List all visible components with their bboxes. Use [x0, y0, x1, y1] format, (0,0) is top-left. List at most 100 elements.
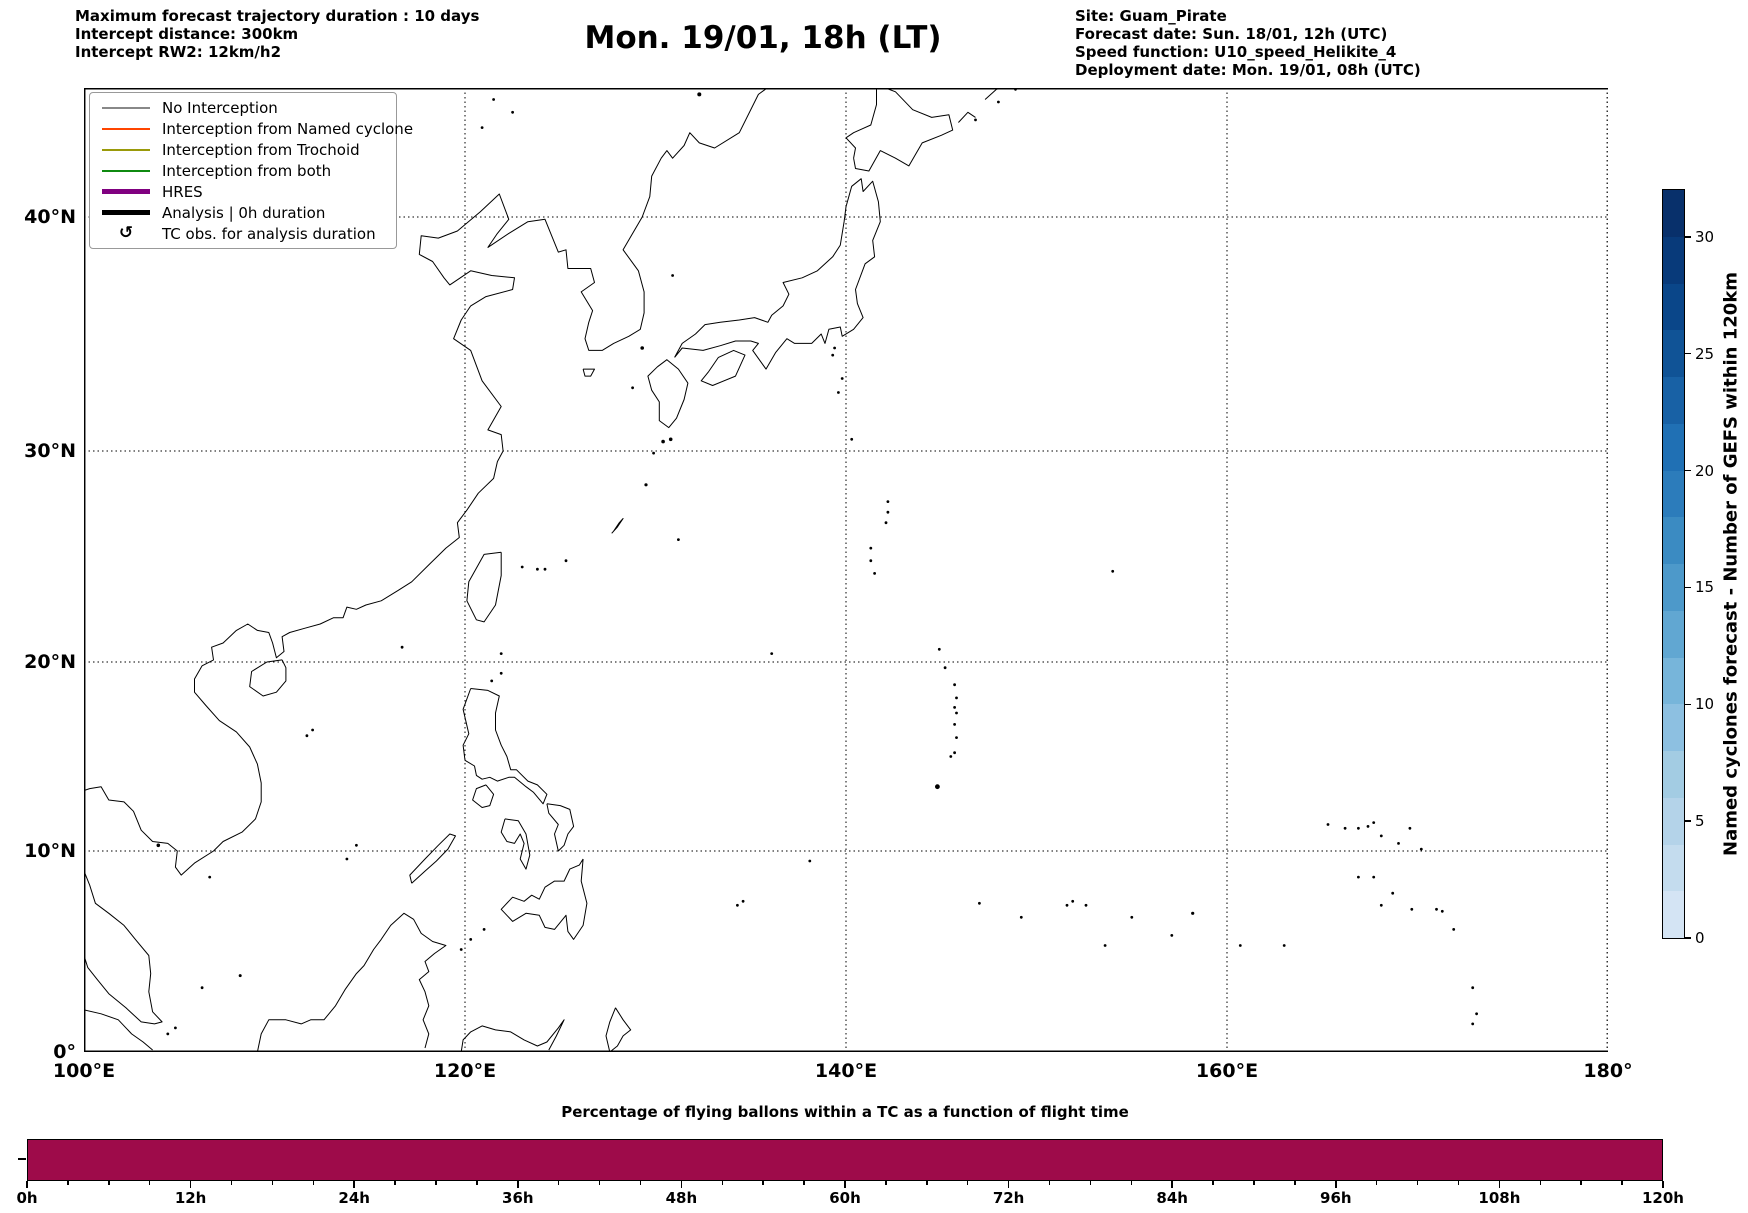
colorbar-tick [1685, 469, 1691, 472]
tc-obs-icon: ↺ [118, 223, 134, 243]
island-dot [953, 706, 956, 709]
bar-x-minor-tick [67, 1181, 69, 1185]
colorbar-tick [1685, 703, 1691, 705]
island-dot [652, 451, 655, 455]
colorbar-tick-label: 5 [1695, 812, 1705, 831]
island-dot [490, 679, 494, 683]
legend-item-label: Interception from Trochoid [162, 140, 360, 159]
coastline-taiwan [466, 551, 502, 623]
coastline-borneo [256, 912, 447, 1052]
coastline-kunashir [958, 111, 976, 123]
island-dot [886, 500, 890, 503]
x-axis-tick-label: 120°E [433, 1060, 497, 1082]
island-dot [1170, 934, 1174, 937]
coastline-luzon [462, 688, 548, 805]
legend-item: Interception from both [90, 160, 396, 181]
intercept-distance-text: Intercept distance: 300km [75, 25, 299, 43]
legend-item-label: No Interception [162, 98, 278, 117]
colorbar-tick-label: 0 [1695, 929, 1705, 947]
bar-x-major-tick [1662, 1181, 1664, 1188]
island-dot [837, 391, 840, 394]
bar-x-minor-tick [1253, 1181, 1255, 1185]
bar-x-minor-tick [1294, 1181, 1296, 1185]
bar-x-minor-tick [1416, 1181, 1419, 1185]
site-text: Site: Guam_Pirate [1075, 7, 1227, 25]
bar-x-minor-tick [312, 1181, 315, 1185]
island-dot [677, 538, 680, 541]
island-dot [949, 755, 953, 758]
coastline-cheju [582, 368, 595, 377]
coastline-mindoro [472, 784, 495, 808]
coastline-hokkaido [845, 88, 954, 172]
island-dot [469, 938, 473, 941]
island-dot [1391, 891, 1395, 895]
bar-x-tick-label: 12h [174, 1189, 207, 1207]
island-dot [640, 346, 644, 350]
deployment-date-text: Deployment date: Mon. 19/01, 08h (UTC) [1075, 61, 1421, 79]
balloon-chart-title: Percentage of flying ballons within a TC… [561, 1103, 1129, 1121]
coastline-sumatra-ne [84, 1009, 153, 1051]
bar-x-minor-tick [803, 1181, 805, 1185]
bar-x-minor-tick [762, 1181, 764, 1185]
y-axis-tick-label: 30°N [24, 440, 76, 462]
legend-item-label: Interception from both [162, 161, 332, 180]
bar-x-major-tick [1007, 1181, 1010, 1188]
island-dot [697, 92, 702, 97]
bar-x-tick-label: 48h [665, 1189, 698, 1207]
bar-x-minor-tick [1130, 1181, 1133, 1185]
colorbar-segment [1663, 891, 1684, 938]
island-dot [886, 510, 890, 514]
colorbar-segment [1663, 844, 1684, 892]
legend-item: Analysis | 0h duration [90, 202, 396, 223]
island-dot [661, 439, 665, 444]
bar-x-tick-label: 72h [992, 1189, 1025, 1207]
bar-x-major-tick [1171, 1181, 1173, 1188]
coastline-mainland-asia [84, 88, 768, 876]
legend-item: Interception from Named cyclone [90, 118, 413, 139]
island-dot [1357, 875, 1360, 879]
colorbar-tick [1685, 352, 1691, 355]
y-axis-tick-label: 10°N [24, 840, 76, 862]
island-dot [955, 711, 958, 715]
island-dot [1357, 826, 1360, 830]
coastline-okinawa [611, 518, 624, 534]
island-dot [631, 386, 634, 390]
y-axis-tick-label: 20°N [24, 651, 76, 673]
bar-x-minor-tick [108, 1181, 110, 1185]
island-dot [499, 652, 503, 655]
colorbar-segment [1663, 470, 1684, 518]
island-dot [1440, 909, 1444, 913]
colorbar-segment [1663, 517, 1684, 564]
bar-x-minor-tick [1212, 1181, 1214, 1185]
map-panel: No Interception Interception from Named … [84, 88, 1608, 1052]
legend-item: HRES [90, 181, 396, 202]
bar-x-minor-tick [598, 1181, 601, 1185]
legend-line-sample [102, 189, 150, 194]
bar-x-tick-label: 36h [502, 1189, 534, 1207]
island-dot [1191, 911, 1195, 915]
island-dot [1475, 1012, 1478, 1016]
colorbar-tick-label: 25 [1695, 344, 1715, 363]
coastline-iturup [984, 88, 1005, 100]
colorbar-segment [1663, 190, 1684, 237]
island-dot [200, 986, 204, 990]
bar-x-minor-tick [230, 1181, 233, 1185]
legend-item-label: Interception from Named cyclone [162, 119, 414, 138]
island-dot [1419, 847, 1423, 851]
island-dot [520, 565, 524, 569]
island-dot [1103, 944, 1107, 947]
island-dot [997, 100, 1000, 104]
island-dot [1366, 825, 1370, 828]
island-dot [850, 437, 854, 441]
site-info-text: Site: Guam_Pirate Forecast date: Sun. 18/… [1075, 7, 1421, 79]
colorbar-label: Named cyclones forecast - Number of GEFS… [1720, 271, 1742, 857]
bar-x-major-tick [353, 1181, 355, 1188]
colorbar-segment [1663, 236, 1684, 284]
colorbar-segment [1663, 564, 1684, 611]
colorbar-segment [1663, 704, 1684, 751]
intercept-rw2-text: Intercept RW2: 12km/h2 [75, 43, 282, 61]
colorbar-tick [1685, 937, 1691, 939]
map-legend: No Interception Interception from Named … [89, 92, 413, 249]
coastline-mindanao [500, 858, 588, 940]
